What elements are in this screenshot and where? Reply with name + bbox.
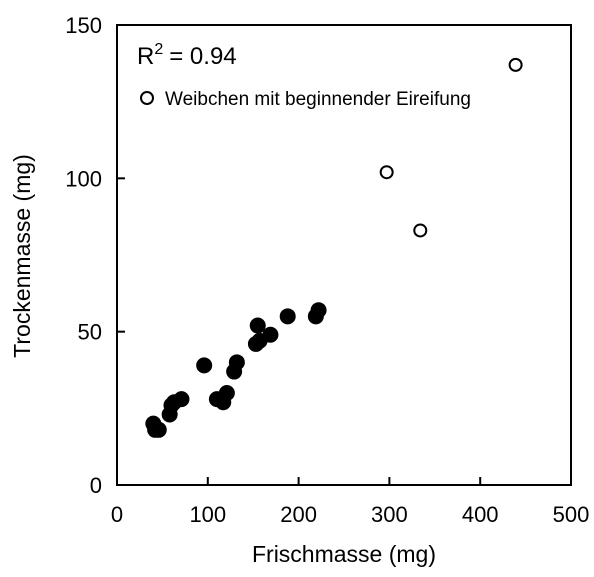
r-squared-annotation: R2 = 0.94 [137,41,237,70]
x-tick-label: 300 [371,502,408,527]
legend-label: Weibchen mit beginnender Eireifung [165,89,471,110]
y-axis: 0 50 100 150 [65,13,125,498]
y-tick-label: 0 [90,473,102,498]
open-data-point [508,57,523,72]
x-axis: 0 100 200 300 400 500 [111,477,589,527]
open-data-point [379,165,394,180]
plot-frame [116,24,572,486]
filled-data-point [228,354,245,371]
y-axis-title: Trockenmasse (mg) [9,154,35,358]
x-tick-label: 0 [111,502,123,527]
filled-data-point [150,421,167,438]
filled-data-point [279,308,296,325]
x-axis-title: Frischmasse (mg) [252,541,436,567]
x-tick-label: 400 [462,502,499,527]
r-value: = 0.94 [169,43,236,70]
filled-data-point [249,317,266,334]
x-tick-label: 100 [189,502,226,527]
filled-data-point [262,326,279,343]
filled-data-point [173,391,190,408]
y-tick-label: 150 [65,13,102,38]
y-tick-label: 100 [65,166,102,191]
r-label: R [137,43,154,70]
r-exponent: 2 [154,41,163,58]
y-tick-label: 50 [78,320,102,345]
x-tick-label: 500 [553,502,590,527]
x-tick-label: 200 [280,502,317,527]
filled-data-point [218,385,235,401]
open-data-point [413,223,428,238]
filled-data-point [196,357,213,374]
data-points [145,57,523,438]
filled-data-point [310,302,327,319]
legend-marker-open-circle [140,91,154,105]
